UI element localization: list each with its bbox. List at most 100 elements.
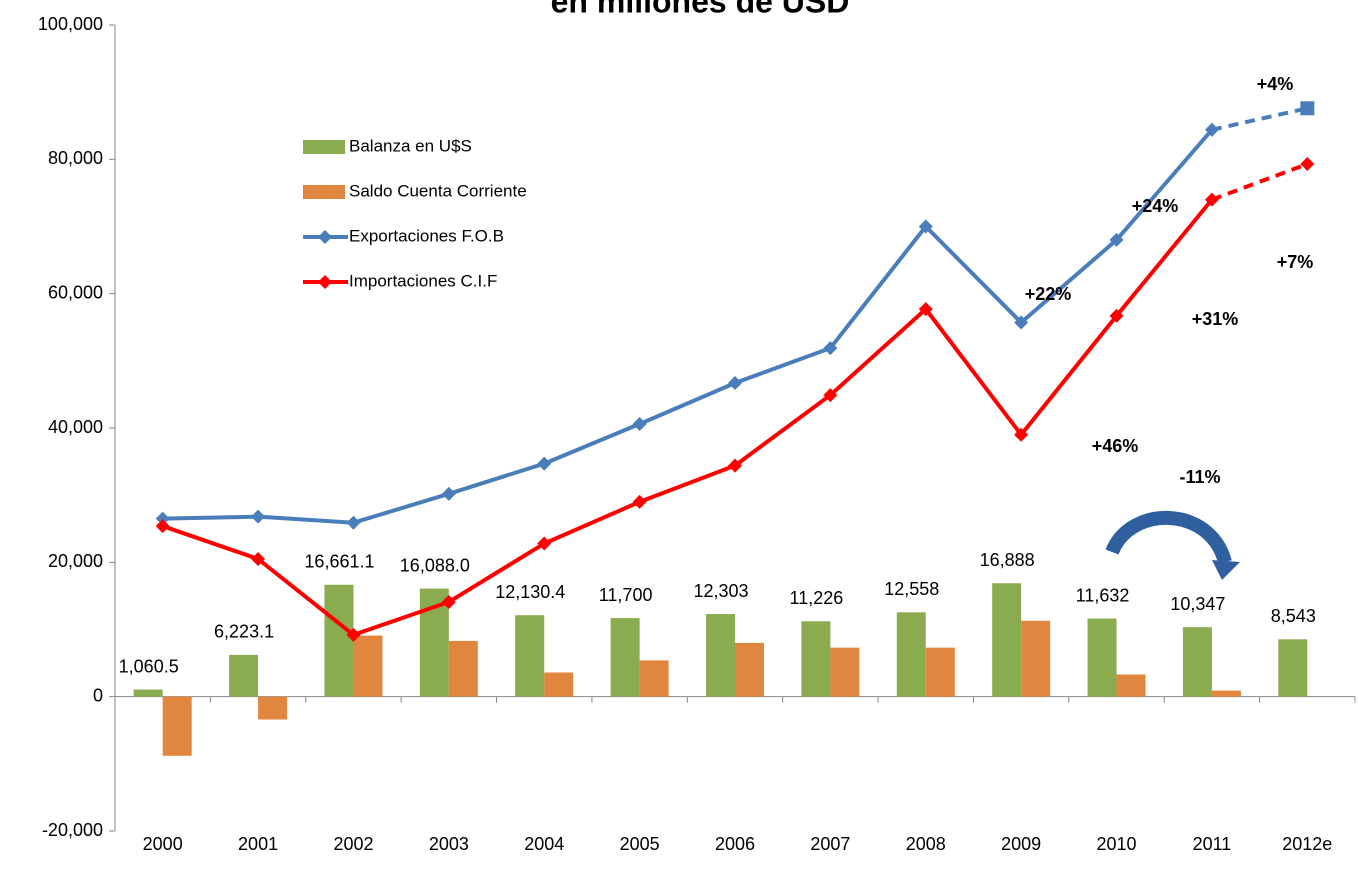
- y-tick-label: 20,000: [48, 551, 103, 571]
- bar: [544, 672, 574, 697]
- legend-swatch: [318, 275, 332, 289]
- data-label: 11,226: [790, 588, 844, 608]
- marker: [346, 515, 361, 530]
- bar: [735, 642, 764, 697]
- marker: [441, 486, 456, 501]
- y-tick-label: -20,000: [42, 820, 103, 840]
- marker: [251, 551, 266, 566]
- marker: [823, 388, 838, 403]
- marker: [441, 594, 456, 609]
- x-tick-label: 2002: [333, 834, 373, 854]
- bar: [1182, 627, 1212, 697]
- data-label: 16,088.0: [400, 555, 470, 575]
- marker: [537, 536, 552, 551]
- data-label: 6,223.1: [214, 622, 274, 642]
- bar: [258, 696, 288, 720]
- y-tick-label: 100,000: [38, 14, 103, 34]
- bar: [610, 618, 640, 697]
- bar: [448, 640, 478, 697]
- marker: [632, 416, 647, 431]
- y-tick-label: 40,000: [48, 417, 103, 437]
- data-label: 16,661.1: [304, 552, 374, 572]
- legend-swatch: [303, 140, 345, 154]
- data-label: 12,303: [693, 581, 748, 601]
- bar: [1278, 639, 1308, 697]
- marker: [251, 509, 266, 524]
- data-label: 1,060.5: [119, 656, 179, 676]
- y-tick-label: 0: [93, 685, 103, 705]
- data-label: 8,543: [1271, 606, 1316, 626]
- legend-swatch: [318, 230, 332, 244]
- marker: [918, 302, 933, 317]
- marker: [346, 627, 361, 642]
- annotation: -11%: [1179, 467, 1220, 487]
- marker: [728, 375, 742, 390]
- x-tick-label: 2009: [1001, 834, 1041, 854]
- annotation: +22%: [1025, 284, 1072, 304]
- marker: [155, 511, 170, 526]
- marker: [1204, 122, 1219, 137]
- marker: [632, 494, 647, 509]
- x-tick-label: 2008: [906, 834, 946, 854]
- x-tick-label: 2011: [1193, 834, 1232, 854]
- bar: [162, 696, 192, 756]
- data-label: 16,888: [980, 550, 1035, 570]
- legend-label: Balanza en U$S: [349, 136, 472, 155]
- x-tick-label: 2003: [429, 834, 469, 854]
- x-tick-label: 2006: [715, 834, 755, 854]
- marker: [823, 341, 838, 356]
- marker: [1300, 101, 1315, 116]
- marker: [1109, 308, 1124, 323]
- line: [162, 128, 1214, 525]
- bar: [706, 614, 735, 697]
- annotation: +7%: [1277, 252, 1314, 272]
- bar: [639, 660, 669, 697]
- marker: [1204, 192, 1219, 207]
- bar: [1021, 620, 1051, 697]
- x-tick-label: 2007: [810, 834, 850, 854]
- line: [162, 198, 1214, 638]
- marker: [918, 219, 933, 234]
- arrow: [1105, 511, 1232, 565]
- marker: [1109, 232, 1124, 247]
- legend-label: Exportaciones F.O.B: [349, 226, 504, 245]
- annotation: +24%: [1132, 196, 1179, 216]
- data-label: 11,700: [599, 585, 653, 605]
- bar: [133, 689, 163, 697]
- bar: [1087, 618, 1117, 697]
- bar: [830, 647, 860, 697]
- arrow-head: [1212, 560, 1240, 580]
- bar: [353, 635, 383, 697]
- marker: [728, 458, 742, 473]
- data-label: 10,347: [1170, 594, 1225, 614]
- bar: [1116, 674, 1146, 697]
- y-tick-label: 80,000: [48, 148, 103, 168]
- legend-swatch: [303, 185, 345, 199]
- x-tick-label: 2005: [620, 834, 660, 854]
- bar: [801, 621, 831, 697]
- marker: [1014, 315, 1029, 330]
- marker: [537, 456, 552, 471]
- annotation: +31%: [1192, 309, 1239, 329]
- bar: [896, 612, 926, 697]
- bar: [515, 615, 545, 697]
- marker: [155, 519, 170, 534]
- y-tick-label: 60,000: [48, 282, 103, 302]
- x-tick-label: 2000: [143, 834, 183, 854]
- bar: [992, 583, 1022, 697]
- bar: [925, 647, 955, 697]
- bar: [1211, 690, 1241, 697]
- x-tick-label: 2004: [524, 834, 564, 854]
- x-tick-label: 2012e: [1282, 834, 1332, 854]
- annotation: +4%: [1257, 74, 1294, 94]
- bar: [229, 654, 259, 697]
- bar: [324, 584, 354, 697]
- chart-title: en millones de USD: [551, 0, 850, 19]
- data-label: 11,632: [1076, 585, 1130, 605]
- legend-label: Importaciones C.I.F: [349, 271, 497, 290]
- line-forecast: [1211, 162, 1309, 202]
- line-forecast: [1211, 106, 1308, 132]
- legend-label: Saldo Cuenta Corriente: [349, 181, 527, 200]
- marker: [1014, 427, 1029, 442]
